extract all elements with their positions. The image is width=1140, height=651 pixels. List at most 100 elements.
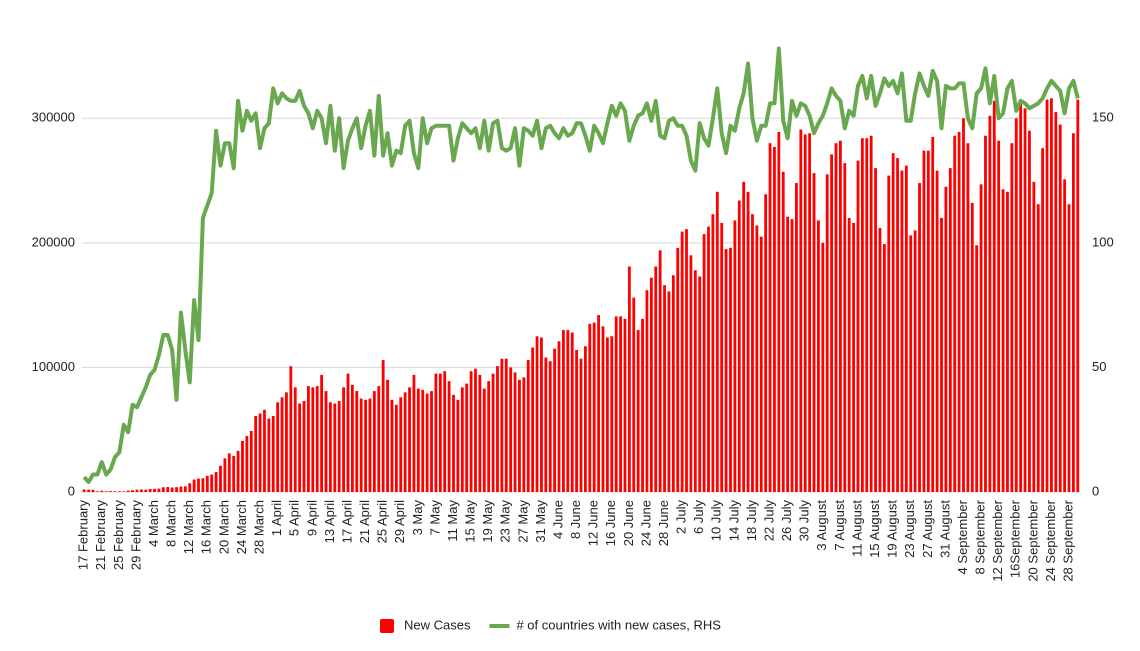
bar bbox=[491, 373, 495, 492]
bar bbox=[707, 226, 710, 493]
bar bbox=[583, 346, 587, 492]
x-tick-label: 21 April bbox=[357, 500, 372, 543]
y2-tick-label: 100 bbox=[1092, 234, 1114, 249]
bar bbox=[1001, 189, 1005, 492]
bar bbox=[135, 489, 139, 492]
x-tick-label: 11 August bbox=[849, 500, 864, 557]
y2-tick-label: 50 bbox=[1092, 359, 1106, 374]
x-tick-label: 19 May bbox=[480, 500, 495, 543]
bar bbox=[790, 219, 794, 492]
bar bbox=[768, 143, 772, 492]
bar bbox=[175, 487, 178, 492]
bar bbox=[654, 266, 658, 492]
bar bbox=[992, 100, 996, 493]
bar bbox=[935, 170, 939, 492]
bar bbox=[777, 131, 781, 492]
bar bbox=[1014, 118, 1018, 493]
bar bbox=[531, 347, 535, 492]
bar bbox=[430, 391, 433, 492]
x-tick-label: 9 April bbox=[304, 500, 319, 536]
bar bbox=[245, 435, 249, 492]
bar bbox=[742, 181, 746, 492]
bar bbox=[812, 173, 816, 492]
bar bbox=[627, 266, 631, 492]
bar bbox=[350, 384, 354, 492]
bar bbox=[601, 326, 605, 492]
bar bbox=[381, 359, 385, 492]
bar bbox=[518, 379, 521, 492]
bar bbox=[372, 391, 376, 492]
bar bbox=[95, 491, 99, 492]
bar bbox=[597, 315, 600, 492]
bar bbox=[962, 118, 965, 493]
bar bbox=[891, 153, 895, 492]
x-tick-label: 20 March bbox=[216, 500, 231, 554]
bar bbox=[825, 174, 829, 493]
bar bbox=[100, 490, 104, 492]
bar bbox=[465, 383, 469, 492]
bar bbox=[786, 216, 790, 492]
x-tick-label: 10 July bbox=[709, 500, 724, 542]
bar bbox=[197, 478, 200, 492]
x-tick-label: 24 September bbox=[1043, 499, 1058, 581]
bar bbox=[720, 222, 724, 492]
x-tick-label: 29 April bbox=[392, 500, 407, 543]
bar bbox=[487, 381, 491, 492]
bar bbox=[1045, 99, 1049, 492]
x-tick-label: 4 March bbox=[146, 500, 161, 547]
bar bbox=[289, 366, 293, 492]
bar bbox=[799, 129, 803, 493]
bar bbox=[882, 244, 886, 492]
bar bbox=[412, 374, 416, 492]
bar bbox=[500, 358, 504, 492]
x-tick-label: 27 May bbox=[515, 500, 530, 543]
bar bbox=[737, 200, 741, 492]
bar bbox=[456, 399, 460, 492]
legend-swatch bbox=[380, 619, 394, 633]
x-tick-label: 17 February bbox=[76, 500, 91, 571]
bar bbox=[553, 348, 557, 492]
bar bbox=[205, 475, 209, 492]
bar bbox=[663, 285, 666, 492]
bar bbox=[109, 491, 112, 492]
bar bbox=[548, 361, 552, 492]
bar bbox=[315, 386, 319, 492]
bar bbox=[1032, 181, 1036, 492]
bar bbox=[183, 486, 187, 492]
bar bbox=[636, 330, 640, 492]
bar bbox=[509, 367, 513, 492]
bar bbox=[575, 349, 579, 492]
bar bbox=[324, 391, 328, 492]
bar bbox=[131, 490, 134, 492]
x-tick-label: 1 April bbox=[269, 500, 284, 536]
x-tick-label: 18 July bbox=[744, 500, 759, 542]
x-tick-label: 4 September bbox=[955, 499, 970, 574]
bar bbox=[139, 489, 143, 492]
bar bbox=[614, 316, 618, 492]
bar bbox=[773, 146, 776, 493]
bar bbox=[219, 465, 222, 492]
y2-tick-label: 150 bbox=[1092, 110, 1114, 125]
bar bbox=[394, 404, 398, 492]
bar bbox=[390, 399, 394, 492]
y-tick-label: 300000 bbox=[32, 110, 75, 125]
bar bbox=[562, 330, 565, 492]
bar bbox=[359, 398, 363, 492]
x-tick-label: 31 August bbox=[937, 500, 952, 558]
bar bbox=[680, 231, 684, 492]
bar bbox=[852, 222, 855, 492]
bar bbox=[201, 478, 205, 492]
bar bbox=[504, 358, 508, 492]
x-tick-label: 23 August bbox=[902, 500, 917, 558]
x-tick-label: 3 August bbox=[814, 500, 829, 551]
x-tick-label: 29 February bbox=[128, 500, 143, 571]
x-tick-label: 19 August bbox=[885, 500, 900, 558]
x-tick-label: 16 June bbox=[603, 500, 618, 546]
bar bbox=[865, 138, 869, 492]
bar bbox=[838, 140, 842, 493]
y-tick-label: 100000 bbox=[32, 359, 75, 374]
bar bbox=[856, 160, 860, 492]
x-tick-label: 7 August bbox=[832, 500, 847, 551]
bar bbox=[285, 392, 288, 492]
